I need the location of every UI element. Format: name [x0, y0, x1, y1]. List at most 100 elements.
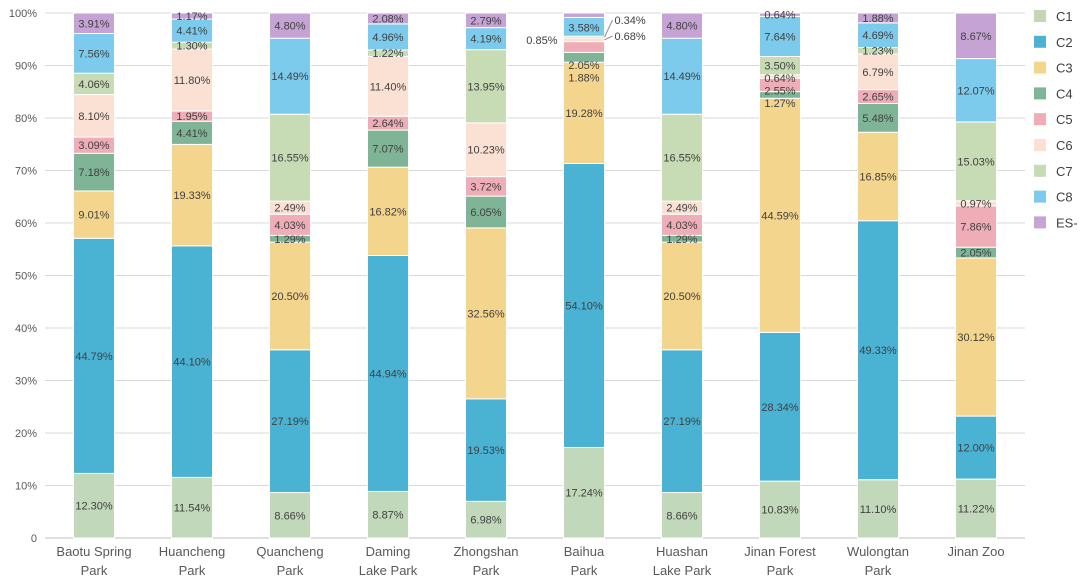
- bar-segment: [269, 12, 311, 39]
- data-label: 32.56%: [467, 308, 505, 320]
- data-label: 2.49%: [274, 203, 305, 215]
- y-tick-label: 50%: [15, 271, 37, 283]
- bar-segment: [563, 37, 605, 43]
- category-label: Jinan Zoo: [947, 544, 1004, 559]
- category-label: Quancheng: [256, 544, 323, 559]
- bar-segment: [73, 237, 115, 474]
- data-label: 6.98%: [470, 515, 501, 527]
- data-label: 17.24%: [565, 488, 603, 500]
- data-label: 0.68%: [615, 31, 646, 43]
- bar-segment: [759, 480, 801, 539]
- data-label: 7.56%: [78, 48, 109, 60]
- data-label: 2.49%: [666, 203, 697, 215]
- data-label: 30.12%: [957, 332, 995, 344]
- data-label: 7.64%: [764, 31, 795, 43]
- category-label: Daming: [366, 544, 411, 559]
- data-label: 1.27%: [764, 98, 795, 110]
- bar-segment: [367, 12, 409, 25]
- category-label: Huancheng: [159, 544, 226, 559]
- category-label: Baotu Spring: [56, 544, 131, 559]
- data-label: 11.22%: [958, 504, 995, 516]
- legend-swatch: [1034, 164, 1046, 177]
- legend-label: C7: [1056, 164, 1073, 179]
- y-tick-label: 90%: [15, 61, 37, 73]
- data-label: 44.79%: [75, 351, 113, 363]
- data-label: 3.91%: [78, 18, 109, 30]
- data-label: 2.08%: [372, 13, 403, 25]
- bar-segment: [857, 53, 899, 91]
- bar-segment: [563, 12, 605, 18]
- bar-segment: [857, 12, 899, 24]
- bar-segment: [73, 33, 115, 74]
- data-label: 0.34%: [615, 15, 646, 27]
- data-label: 2.64%: [372, 118, 403, 130]
- legend-label: ES-: [1056, 215, 1078, 230]
- y-tick-label: 10%: [15, 481, 37, 493]
- data-label: 0.64%: [764, 10, 795, 22]
- bar-segment: [367, 23, 409, 51]
- data-label: 10.83%: [761, 505, 799, 517]
- data-label: 14.49%: [663, 71, 701, 83]
- bar-segment: [955, 257, 997, 417]
- y-tick-label: 60%: [15, 218, 37, 230]
- bar-segment: [269, 241, 311, 351]
- data-label: 8.66%: [666, 510, 697, 522]
- data-label: 8.66%: [274, 510, 305, 522]
- data-label: 2.79%: [470, 15, 501, 27]
- category-label: Lake Park: [653, 563, 712, 578]
- bar-segment: [73, 152, 115, 192]
- data-label: 2.55%: [764, 86, 795, 98]
- data-label: 16.55%: [663, 153, 701, 165]
- y-tick-label: 0: [31, 533, 37, 545]
- bar-segment: [955, 478, 997, 539]
- y-axis-ticks: 0 10% 20% 30% 40% 50% 60% 70% 80% 90% 100%: [9, 8, 37, 545]
- data-label: 4.06%: [78, 79, 109, 91]
- leader-line: [604, 35, 613, 41]
- legend-label: C2: [1056, 35, 1073, 50]
- data-label: 0.85%: [526, 35, 557, 47]
- category-label: Park: [571, 563, 598, 578]
- leader-line: [604, 19, 613, 38]
- data-label: 11.10%: [860, 504, 897, 516]
- data-label: 2.65%: [862, 92, 893, 104]
- data-label: 1.88%: [568, 73, 599, 85]
- data-label: 1.29%: [666, 234, 697, 246]
- legend-label: C8: [1056, 190, 1073, 205]
- data-label: 7.18%: [78, 167, 109, 179]
- category-label: Park: [277, 563, 304, 578]
- legend-swatch: [1034, 216, 1046, 229]
- data-label: 19.28%: [565, 108, 603, 120]
- data-label: 27.19%: [271, 416, 309, 428]
- data-label: 3.50%: [764, 61, 795, 73]
- data-label: 4.96%: [372, 32, 403, 44]
- data-label: 27.19%: [663, 416, 701, 428]
- data-label: 9.01%: [78, 210, 109, 222]
- bar-segment: [857, 479, 899, 539]
- legend-label: C4: [1056, 86, 1073, 101]
- data-label: 6.05%: [470, 207, 501, 219]
- data-label: 16.82%: [369, 206, 407, 218]
- category-label: Park: [865, 563, 892, 578]
- legend-swatch: [1034, 61, 1046, 74]
- legend-label: C1: [1056, 9, 1073, 24]
- data-label: 19.33%: [173, 190, 211, 202]
- legend-swatch: [1034, 139, 1046, 151]
- bar-segment: [955, 415, 997, 480]
- bar-segment: [465, 12, 507, 29]
- bar-segment: [955, 121, 997, 202]
- category-label: Jinan Forest: [744, 544, 816, 559]
- bar-segment: [269, 492, 311, 539]
- category-label: Park: [473, 563, 500, 578]
- data-label: 1.23%: [862, 46, 893, 58]
- bar-segment: [563, 446, 605, 539]
- data-label: 4.80%: [666, 21, 697, 33]
- bar-segment: [857, 131, 899, 222]
- data-label: 11.40%: [370, 81, 407, 93]
- data-label: 8.87%: [372, 510, 403, 522]
- bar-segment: [661, 349, 703, 494]
- bar-segment: [171, 48, 213, 112]
- data-label: 10.23%: [467, 145, 505, 157]
- data-label: 1.29%: [274, 234, 305, 246]
- bar-segment: [563, 41, 605, 53]
- bar-segment: [857, 103, 899, 133]
